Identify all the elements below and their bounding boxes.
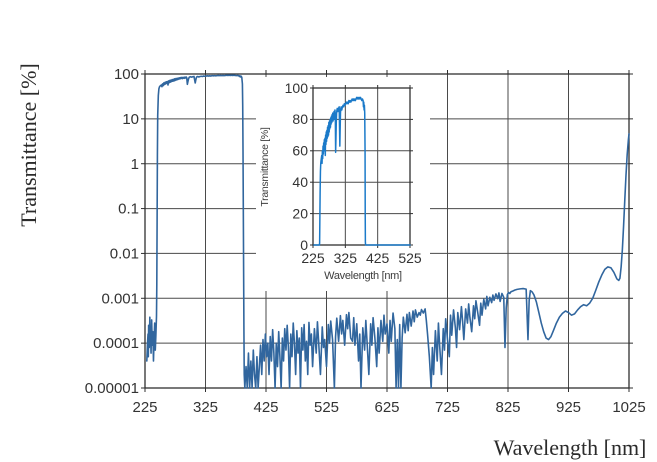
svg-text:0: 0 (300, 237, 308, 253)
svg-text:625: 625 (374, 399, 399, 416)
svg-text:10: 10 (122, 111, 139, 128)
main-x-axis-title: Wavelength [nm] (493, 435, 647, 460)
svg-text:40: 40 (292, 174, 308, 190)
svg-text:1: 1 (131, 156, 139, 173)
svg-text:525: 525 (314, 399, 339, 416)
svg-text:100: 100 (114, 66, 139, 83)
svg-text:325: 325 (193, 399, 218, 416)
svg-text:60: 60 (292, 143, 308, 159)
svg-text:325: 325 (334, 250, 358, 266)
svg-text:0.00001: 0.00001 (85, 380, 139, 397)
svg-text:925: 925 (556, 399, 581, 416)
svg-text:20: 20 (292, 205, 308, 221)
svg-text:1025: 1025 (612, 399, 645, 416)
svg-text:225: 225 (132, 399, 157, 416)
svg-text:100: 100 (285, 80, 309, 96)
svg-text:225: 225 (301, 250, 325, 266)
svg-text:0.1: 0.1 (118, 201, 139, 218)
inset-x-axis-title: Wavelength [nm] (324, 270, 402, 282)
svg-text:0.0001: 0.0001 (93, 335, 139, 352)
svg-text:725: 725 (435, 399, 460, 416)
svg-text:525: 525 (398, 250, 422, 266)
svg-text:80: 80 (292, 111, 308, 127)
svg-text:825: 825 (495, 399, 520, 416)
inset-panel: Transmittance [%] 225 325 425 525 0 20 40 60 80 1… (256, 77, 430, 291)
svg-text:425: 425 (366, 250, 390, 266)
svg-text:0.001: 0.001 (101, 290, 139, 307)
svg-text:0.01: 0.01 (110, 246, 139, 263)
inset-chart: 225 325 425 525 0 20 40 60 80 100 (285, 80, 422, 266)
svg-text:425: 425 (253, 399, 278, 416)
